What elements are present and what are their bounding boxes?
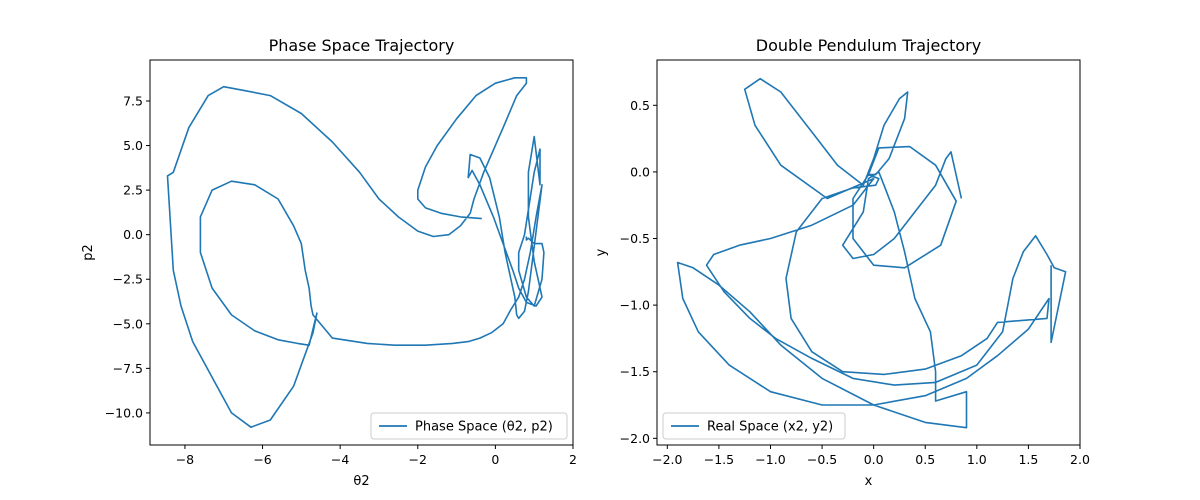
legend-label: Phase Space (θ2, p2) [415, 420, 553, 435]
plot-frame [149, 59, 574, 446]
x-tick-label: 0 [491, 452, 499, 467]
x-tick-label: 1.0 [967, 452, 987, 467]
subplot-1: −8 −6 −4 −2 0 2 −10.0 −7.5 −5.0 −2.5 0.0 2.5 5.0 7.5 P… [81, 36, 577, 489]
x-tick-label: 2 [569, 452, 577, 467]
x-tick-label: −0.5 [807, 452, 837, 467]
series-line-2-1 [676, 77, 1067, 429]
y-tick-label: 2.5 [123, 183, 143, 198]
y-tick-label: −10.0 [105, 405, 143, 420]
y-tick-label: 0.0 [630, 164, 650, 179]
legend-box [662, 412, 846, 440]
legend-box [370, 412, 568, 440]
x-tick-label: 2.0 [1070, 452, 1090, 467]
plot-frame [656, 59, 1081, 446]
y-tick-label: −2.5 [113, 272, 143, 287]
x-tick-label: −8 [176, 452, 194, 467]
x-tick-label: 1.5 [1018, 452, 1038, 467]
legend: Real Space (x2, y2) [662, 412, 846, 440]
y-tick-label: −1.5 [620, 364, 650, 379]
chart-title: Double Pendulum Trajectory [756, 36, 981, 55]
x-axis-label: x [865, 474, 873, 489]
y-axis-label: y [594, 248, 609, 256]
legend: Phase Space (θ2, p2) [370, 412, 568, 440]
x-tick-label: −1.0 [755, 452, 785, 467]
legend-label: Real Space (x2, y2) [707, 420, 833, 435]
subplot-2: −2.0 −1.5 −1.0 −0.5 0.0 0.5 1.0 1.5 2.0 −2.0 −1.5 −… [594, 36, 1090, 489]
x-tick-label: −2.0 [652, 452, 682, 467]
y-tick-label: 5.0 [123, 138, 143, 153]
x-tick-label: −2 [409, 452, 427, 467]
y-tick-label: −5.0 [113, 316, 143, 331]
y-tick-label: −0.5 [620, 231, 650, 246]
x-tick-label: 0.0 [864, 452, 884, 467]
x-tick-label: −6 [253, 452, 271, 467]
y-tick-label: −1.0 [620, 298, 650, 313]
y-tick-label: −2.0 [620, 431, 650, 446]
y-axis-label: p2 [81, 244, 96, 261]
series-line-1-1 [166, 77, 545, 429]
chart-title: Phase Space Trajectory [269, 36, 455, 55]
y-tick-label: 7.5 [123, 93, 143, 108]
x-tick-label: −4 [331, 452, 349, 467]
x-tick-label: 0.5 [915, 452, 935, 467]
y-tick-label: 0.5 [630, 98, 650, 113]
y-tick-label: 0.0 [123, 227, 143, 242]
x-axis-label: θ2 [353, 474, 369, 489]
y-tick-label: −7.5 [113, 361, 143, 376]
x-tick-label: −1.5 [704, 452, 734, 467]
